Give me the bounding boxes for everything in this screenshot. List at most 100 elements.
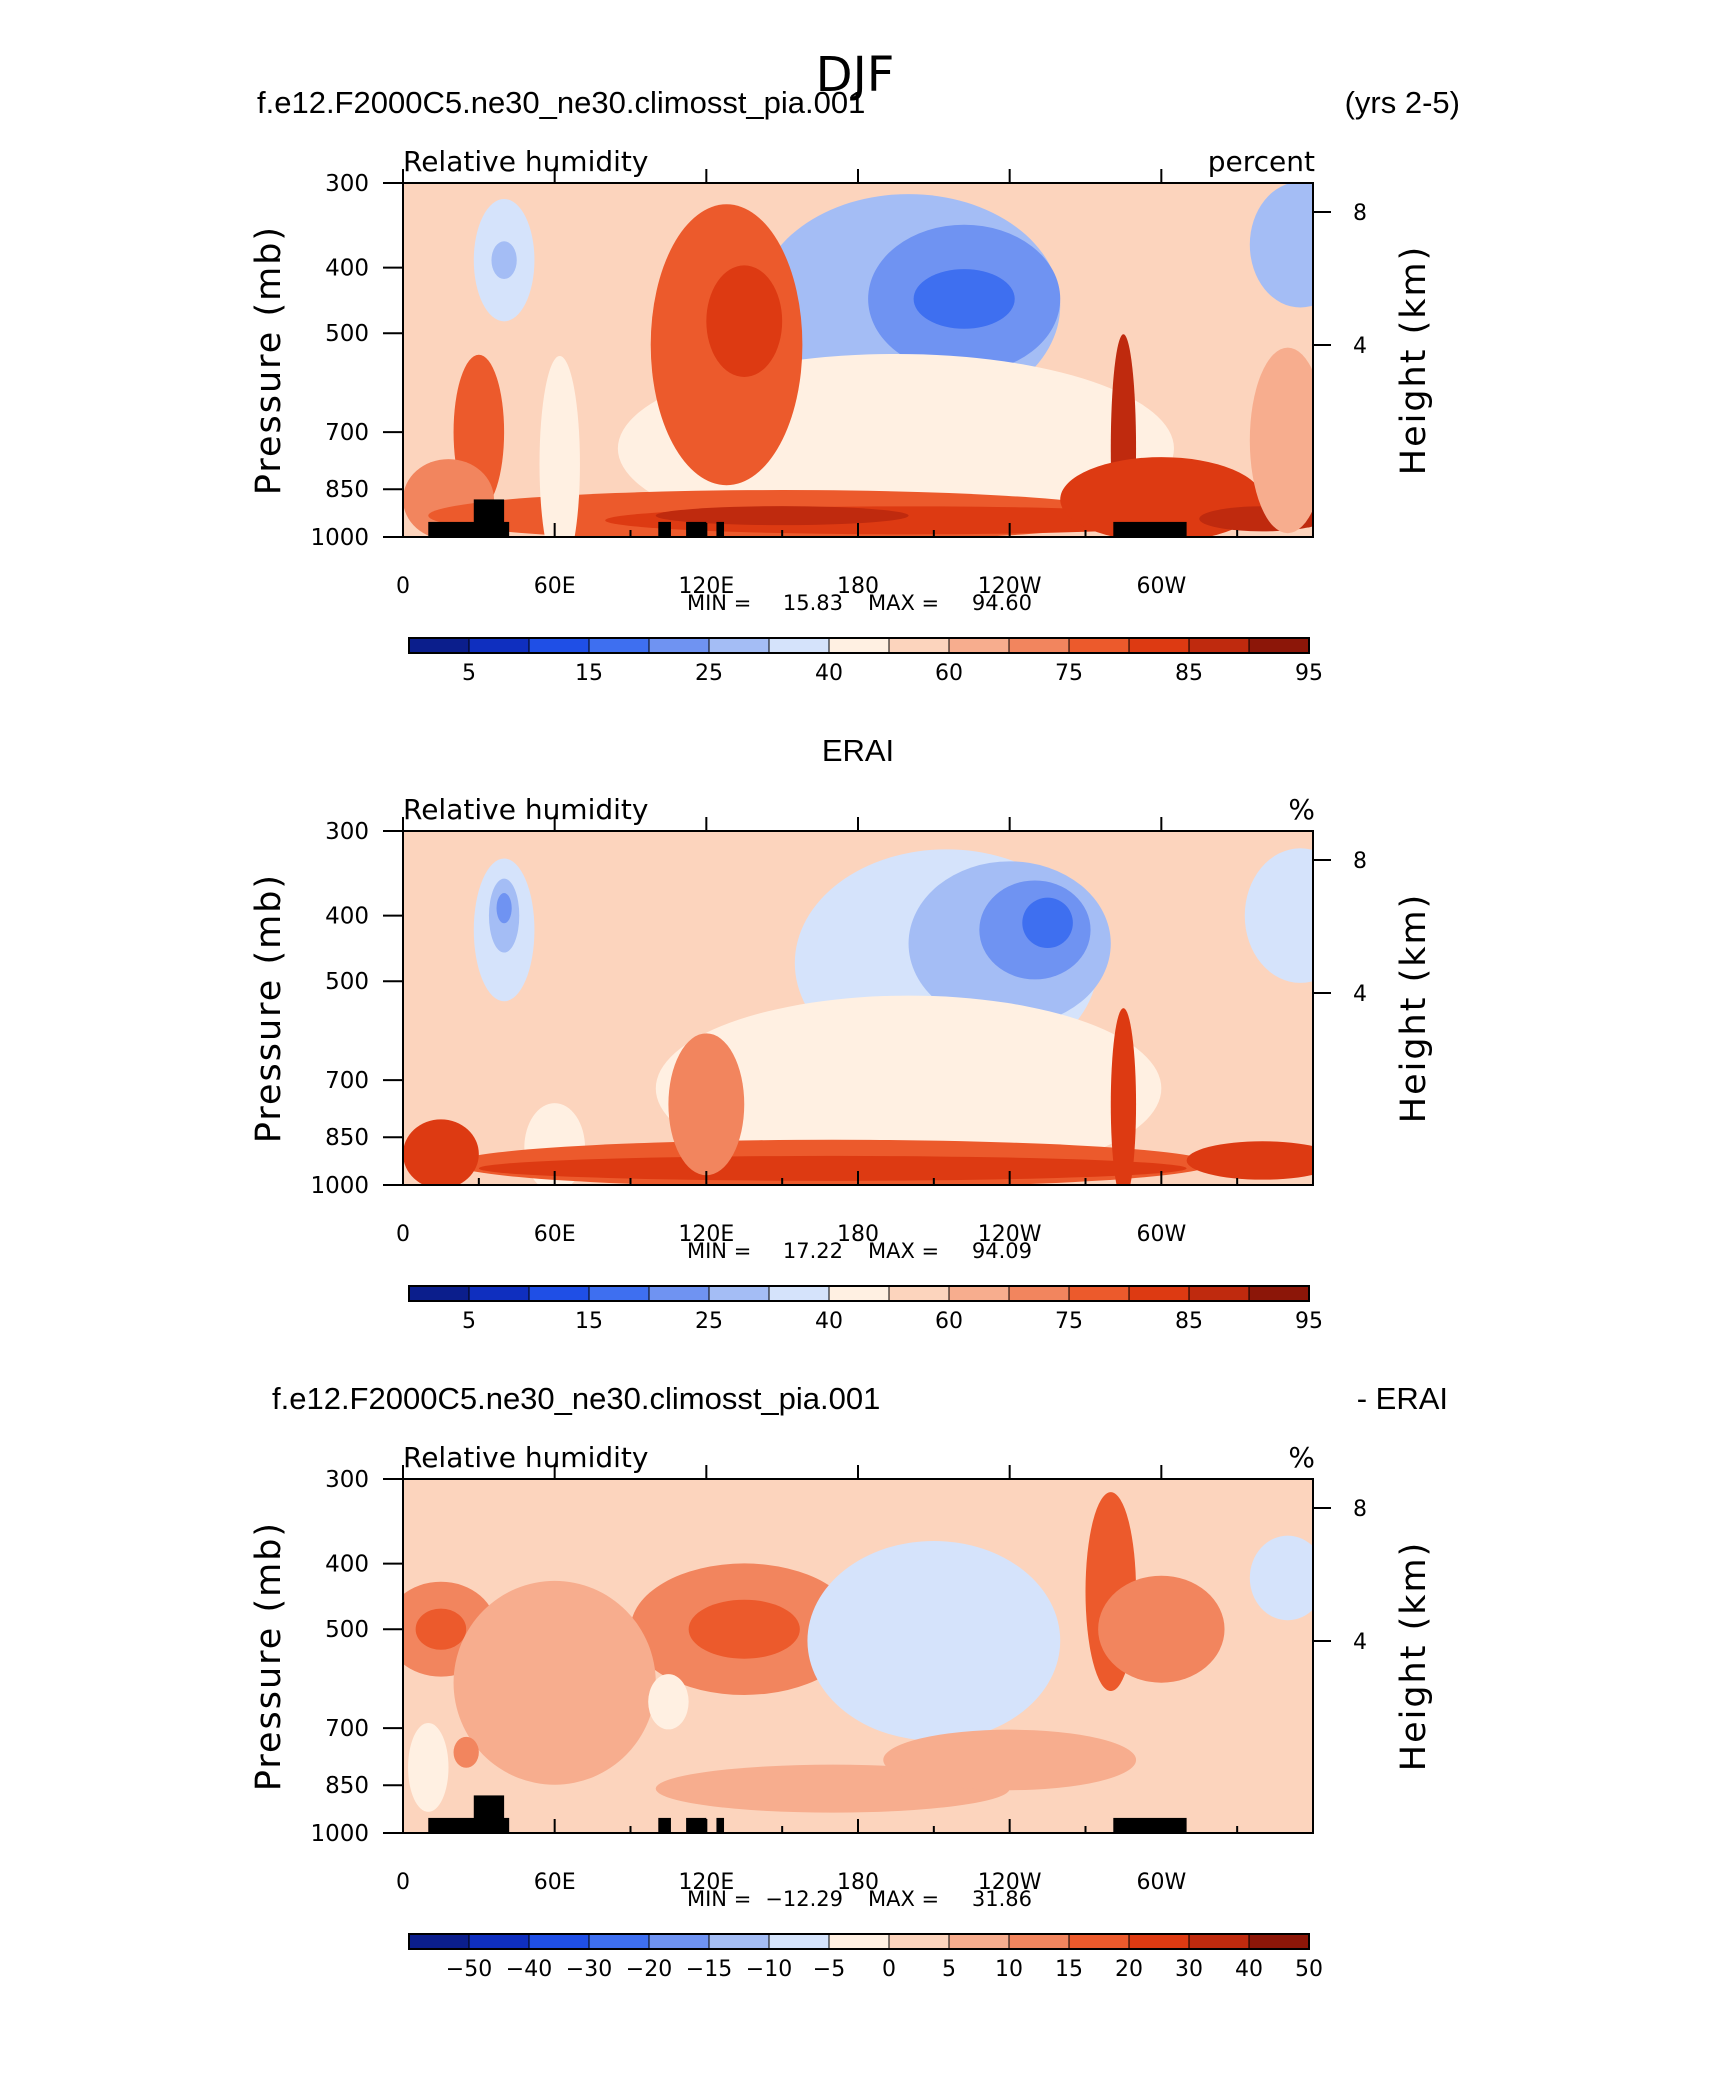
y-tick-label: 400 — [325, 256, 369, 282]
colorbar-label: −30 — [566, 1957, 612, 1982]
y-axis-title: Pressure (mb) — [249, 1521, 289, 1791]
colorbar-swatch — [708, 637, 770, 654]
colorbar-swatch — [888, 637, 950, 654]
colorbar-label: 40 — [815, 1309, 843, 1334]
height-tick-label: 4 — [1353, 334, 1367, 359]
colorbar-label: 30 — [1175, 1957, 1203, 1982]
colorbar-swatch — [528, 1933, 590, 1950]
colorbar-label: 95 — [1295, 661, 1323, 686]
contour-region — [913, 269, 1015, 329]
colorbar-label: 15 — [575, 661, 603, 686]
colorbar-swatch — [1188, 637, 1250, 654]
variable-label: Relative humidity — [403, 793, 648, 826]
y-tick-label: 400 — [325, 904, 369, 930]
topography-block — [1113, 521, 1187, 537]
y-tick-label: 500 — [325, 969, 369, 995]
height-tick-label: 8 — [1353, 849, 1367, 874]
y-tick-label: 1000 — [310, 1173, 369, 1199]
case-years: (yrs 2-5) — [1345, 85, 1460, 120]
variable-label: Relative humidity — [403, 1441, 648, 1474]
contour-region — [453, 1580, 656, 1785]
x-tick-label: 60E — [534, 1870, 576, 1895]
case-years: - ERAI — [1357, 1381, 1448, 1416]
y-tick-label: 850 — [325, 1773, 369, 1799]
contour-region — [655, 506, 909, 526]
colorbar-swatch — [408, 1933, 470, 1950]
stat-max: 94.60 — [972, 591, 1032, 615]
colorbar-swatch — [408, 637, 470, 654]
colorbar-swatch — [888, 1285, 950, 1302]
colorbar-swatch — [768, 1285, 830, 1302]
contour-region — [1249, 183, 1313, 308]
colorbar-swatch — [1128, 1285, 1190, 1302]
contour-region — [1022, 897, 1073, 949]
contour-region — [668, 1033, 745, 1176]
colorbar-label: −50 — [446, 1957, 492, 1982]
colorbar-label: −10 — [746, 1957, 792, 1982]
colorbar-swatch — [708, 1285, 770, 1302]
panel-1: f.e12.F2000C5.ne30_ne30.climosst_pia.001… — [249, 85, 1460, 686]
colorbar-swatch — [828, 1933, 890, 1950]
colorbar-label: −15 — [686, 1957, 732, 1982]
topography-block — [686, 1817, 707, 1833]
topography-block — [658, 1817, 671, 1833]
topography-block — [1113, 1817, 1187, 1833]
stat-max-label: MAX = — [868, 1887, 939, 1911]
colorbar-label: 5 — [462, 1309, 476, 1334]
y-tick-label: 400 — [325, 1552, 369, 1578]
colorbar-label: −5 — [813, 1957, 845, 1982]
colorbar-swatch — [768, 1933, 830, 1950]
contour-fill — [403, 183, 1313, 537]
contour-region — [648, 1674, 689, 1730]
case-title: f.e12.F2000C5.ne30_ne30.climosst_pia.001 — [257, 85, 865, 120]
x-tick-label: 120W — [978, 574, 1042, 599]
x-tick-label: 120E — [678, 574, 734, 599]
figure-title: DJF — [816, 47, 895, 103]
x-tick-label: 180 — [837, 1222, 879, 1247]
colorbar-swatch — [948, 1285, 1010, 1302]
contour-region — [883, 1729, 1137, 1791]
colorbar-label: 0 — [882, 1957, 896, 1982]
y-axis-title-right: Height (km) — [1394, 893, 1434, 1124]
stat-max: 31.86 — [972, 1887, 1032, 1911]
contour-region — [1249, 347, 1313, 534]
colorbar-swatch — [408, 1285, 470, 1302]
contour-region — [491, 241, 517, 280]
colorbar-swatch — [1188, 1933, 1250, 1950]
colorbar-swatch — [768, 637, 830, 654]
colorbar-swatch — [1068, 1933, 1130, 1950]
stat-min: 17.22 — [783, 1239, 843, 1263]
x-tick-label: 60E — [534, 1222, 576, 1247]
colorbar-frame — [408, 1933, 1310, 1950]
colorbar-swatch — [1248, 637, 1310, 654]
colorbar-swatch — [528, 1285, 590, 1302]
colorbar-label: 15 — [575, 1309, 603, 1334]
height-tick-label: 8 — [1353, 1497, 1367, 1522]
colorbar-swatch — [948, 1933, 1010, 1950]
contour-region — [415, 1608, 467, 1650]
case-title: ERAI — [822, 733, 894, 768]
contour-region — [539, 356, 580, 537]
colorbar-swatch — [588, 1285, 650, 1302]
contour-region — [1244, 848, 1313, 983]
topography-block — [716, 1817, 725, 1833]
y-tick-label: 500 — [325, 1617, 369, 1643]
colorbar-swatch — [828, 637, 890, 654]
contour-region — [706, 265, 783, 377]
colorbar-label: 75 — [1055, 1309, 1083, 1334]
colorbar-swatch — [648, 637, 710, 654]
colorbar-frame — [408, 637, 1310, 654]
y-axis-title-right: Height (km) — [1394, 245, 1434, 476]
x-tick-label: 60E — [534, 574, 576, 599]
contour-region — [655, 995, 1162, 1182]
colorbar-label: 85 — [1175, 661, 1203, 686]
y-tick-label: 500 — [325, 321, 369, 347]
colorbar-swatch — [948, 637, 1010, 654]
colorbar-label: 50 — [1295, 1957, 1323, 1982]
colorbar-swatch — [1068, 1285, 1130, 1302]
topography-block — [716, 521, 725, 537]
colorbar-swatch — [708, 1933, 770, 1950]
contour-fill — [403, 831, 1313, 1185]
contour-fill — [403, 1479, 1313, 1833]
